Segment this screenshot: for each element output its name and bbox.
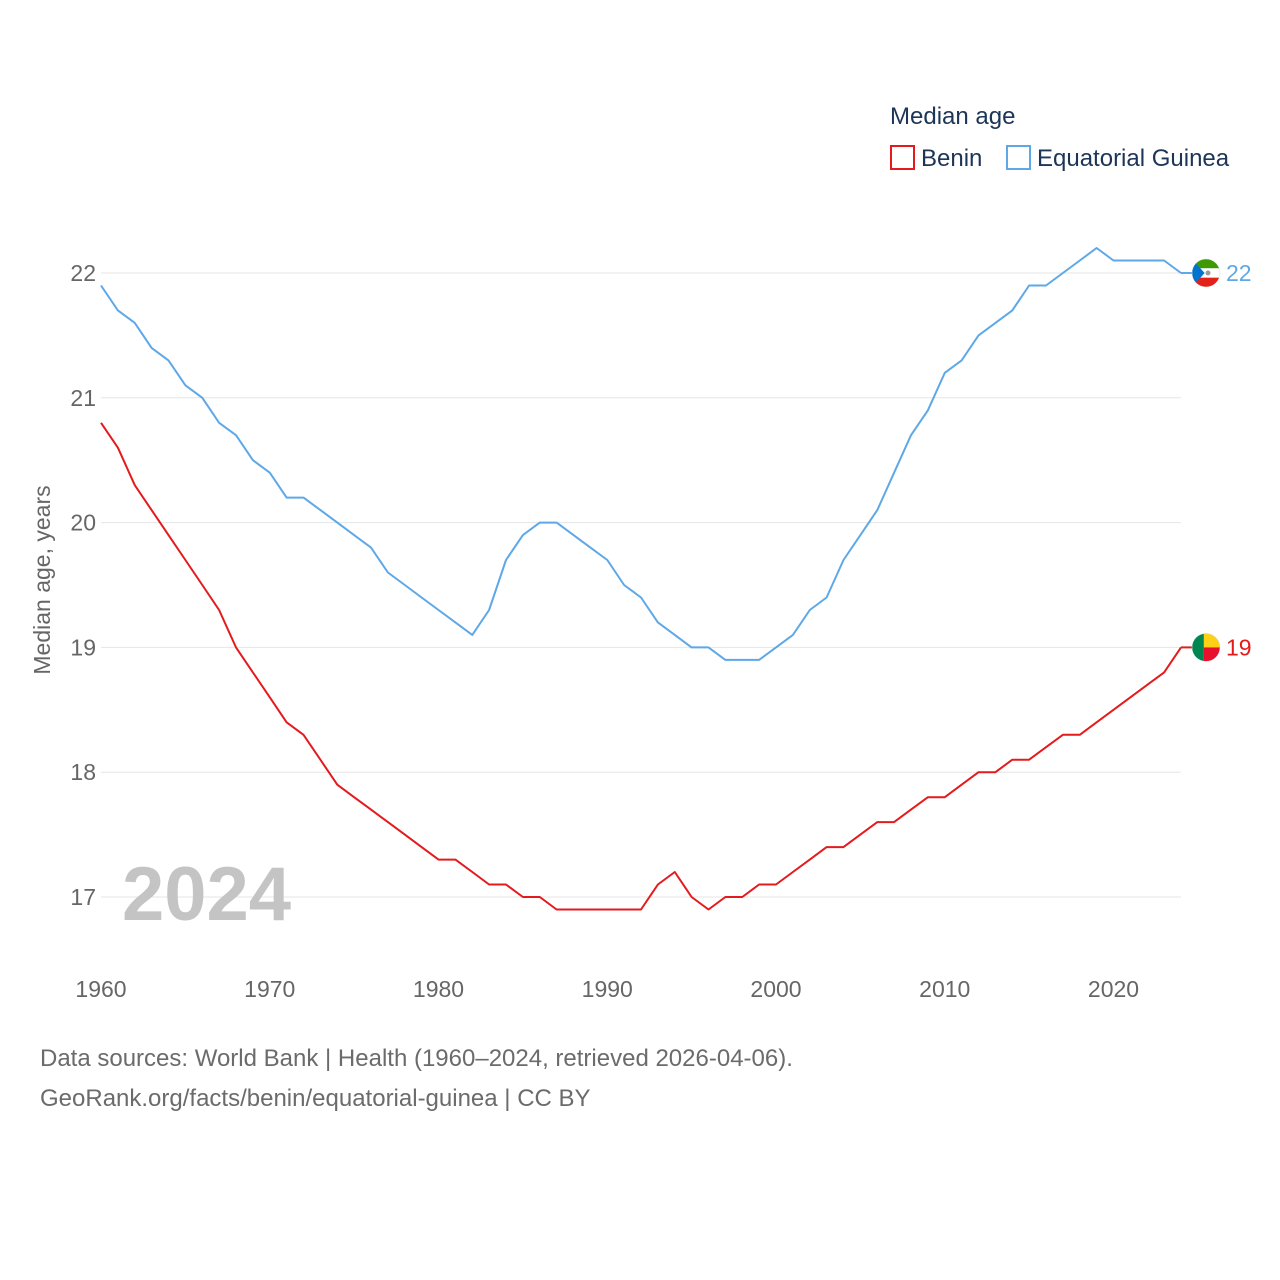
y-tick-label-18: 18 xyxy=(70,759,96,785)
series-line-benin xyxy=(100,422,1182,911)
y-tick-label-20: 20 xyxy=(70,510,96,536)
y-tick-label-19: 19 xyxy=(70,634,96,660)
x-tick-label-2020: 2020 xyxy=(1088,976,1139,1002)
data-sources-note: Data sources: World Bank | Health (1960–… xyxy=(40,1045,793,1072)
flag-hoist-blue xyxy=(1192,259,1205,287)
x-axis-ticks: 1960 1970 1980 1990 2000 2010 2020 xyxy=(75,976,1139,1002)
x-tick-label-2000: 2000 xyxy=(750,976,801,1002)
legend-swatch-benin xyxy=(890,145,915,170)
legend-item-benin[interactable]: Benin xyxy=(890,145,982,172)
legend-label-benin: Benin xyxy=(921,145,982,172)
x-tick-label-2010: 2010 xyxy=(919,976,970,1002)
y-tick-label-22: 22 xyxy=(70,260,96,286)
x-tick-label-1990: 1990 xyxy=(582,976,633,1002)
flag-outline-benin xyxy=(1191,633,1221,662)
x-tick-label-1980: 1980 xyxy=(413,976,464,1002)
legend-item-equatorial-guinea[interactable]: Equatorial Guinea xyxy=(1006,145,1230,172)
x-tick-label-1970: 1970 xyxy=(244,976,295,1002)
gridlines xyxy=(101,272,1181,898)
end-value-label-equatorial-guinea: 22 xyxy=(1226,260,1252,286)
legend-title: Median age xyxy=(890,103,1015,130)
end-value-label-benin: 19 xyxy=(1226,634,1252,660)
attribution-link[interactable]: GeoRank.org/facts/benin/equatorial-guine… xyxy=(40,1085,591,1112)
flag-band-green xyxy=(1192,633,1204,662)
flag-outline-equatorial-guinea xyxy=(1191,258,1221,288)
series-line-equatorial-guinea xyxy=(100,247,1182,661)
legend-swatch-equatorial-guinea xyxy=(1006,145,1031,170)
series-lines xyxy=(100,247,1182,911)
flag-band-green xyxy=(1192,259,1220,269)
legend[interactable]: Median age Benin Equatorial Guinea xyxy=(890,103,1230,172)
flag-emblem xyxy=(1205,270,1211,276)
legend-label-equatorial-guinea: Equatorial Guinea xyxy=(1037,145,1230,172)
y-axis-title: Median age, years xyxy=(29,485,55,674)
x-tick-label-1960: 1960 xyxy=(75,976,126,1002)
y-tick-label-21: 21 xyxy=(70,385,96,411)
y-axis-ticks: 17 18 19 20 21 22 xyxy=(70,260,96,910)
flag-fill-equatorial-guinea xyxy=(1192,259,1220,287)
year-label: 2024 xyxy=(122,852,291,937)
y-tick-label-17: 17 xyxy=(70,884,96,910)
flag-icon-equatorial-guinea xyxy=(1191,258,1221,288)
flag-band-red xyxy=(1192,277,1220,287)
